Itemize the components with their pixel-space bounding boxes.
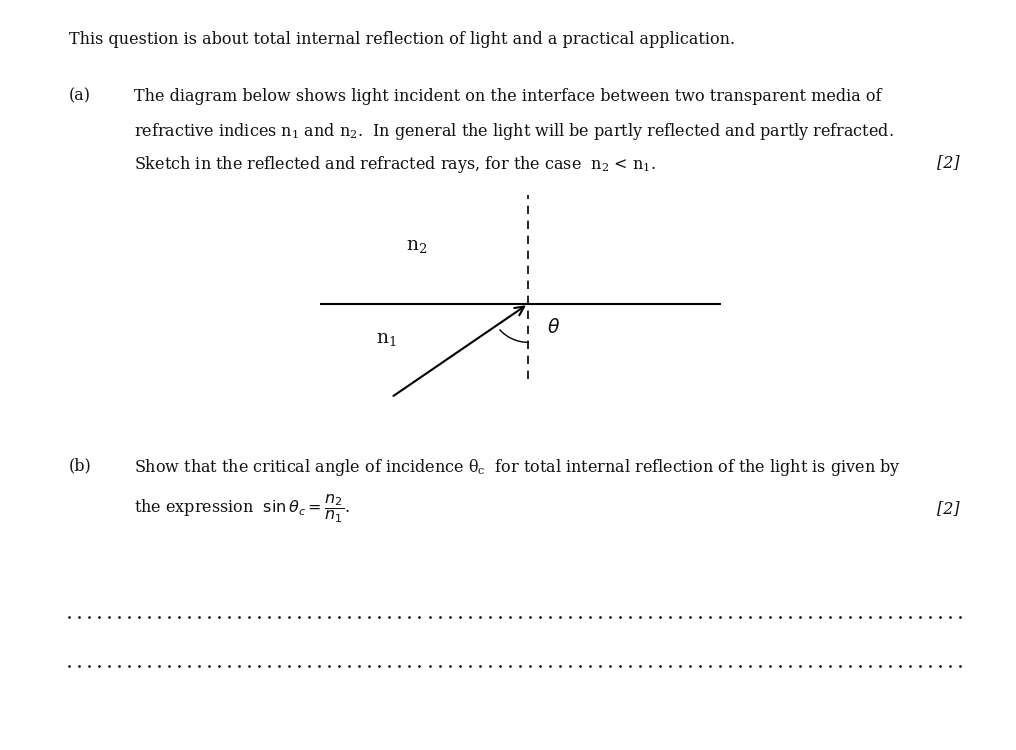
Text: [2]: [2] <box>938 154 960 171</box>
Text: Show that the critical angle of incidence $\mathregular{\theta_c}$  for total in: Show that the critical angle of incidenc… <box>134 458 901 478</box>
Text: the expression  $\sin\theta_c = \dfrac{n_2}{n_1}$.: the expression $\sin\theta_c = \dfrac{n_… <box>134 492 350 525</box>
Text: $\theta$: $\theta$ <box>547 317 560 337</box>
Text: Sketch in the reflected and refracted rays, for the case  $\mathregular{n_2}$ < : Sketch in the reflected and refracted ra… <box>134 154 656 175</box>
Text: (b): (b) <box>69 458 91 475</box>
Text: [2]: [2] <box>938 500 960 517</box>
Text: This question is about total internal reflection of light and a practical applic: This question is about total internal re… <box>69 32 736 49</box>
Text: $\mathregular{n_1}$: $\mathregular{n_1}$ <box>376 330 396 348</box>
Text: (a): (a) <box>69 88 91 105</box>
Text: refractive indices $\mathregular{n_1}$ and $\mathregular{n_2}$.  In general the : refractive indices $\mathregular{n_1}$ a… <box>134 121 894 142</box>
Text: $\mathregular{n_2}$: $\mathregular{n_2}$ <box>406 237 428 255</box>
Text: The diagram below shows light incident on the interface between two transparent : The diagram below shows light incident o… <box>134 88 882 105</box>
